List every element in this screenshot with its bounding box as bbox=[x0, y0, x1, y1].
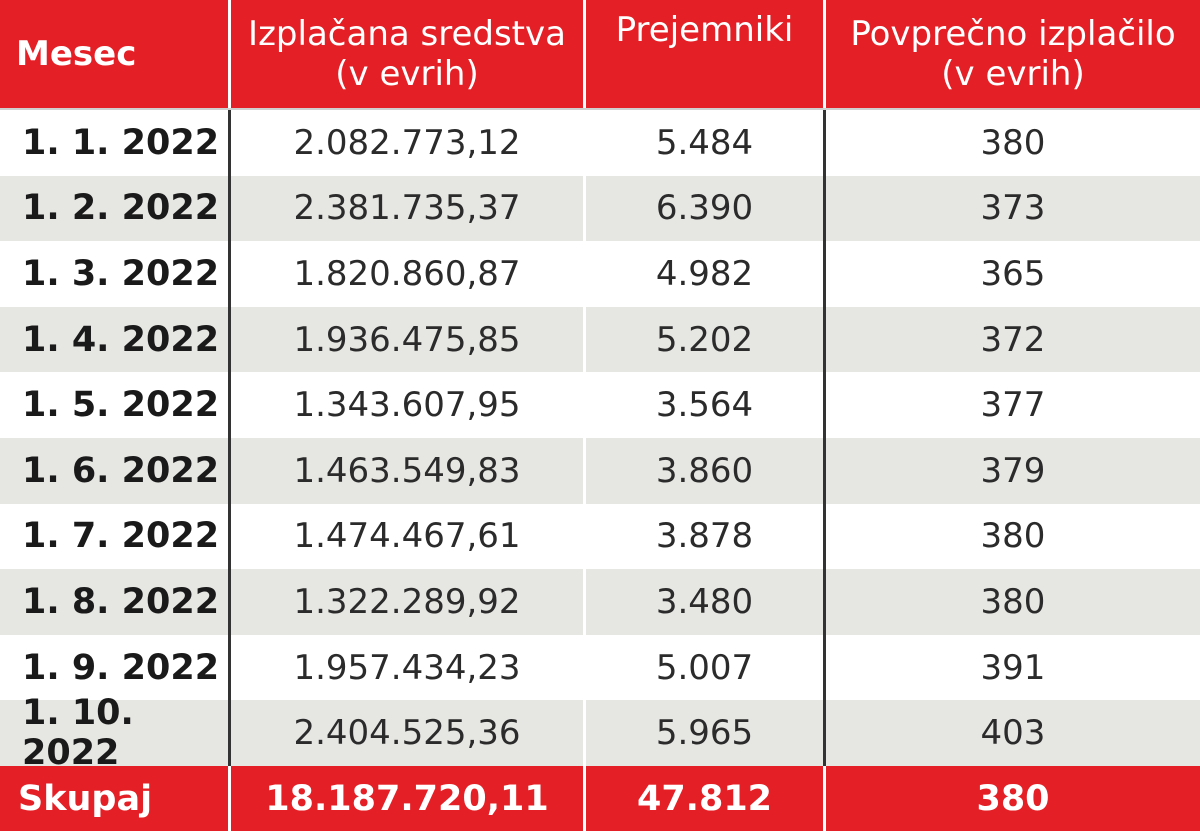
row-month: 1. 7. 2022 bbox=[22, 516, 220, 557]
row-average: 380 bbox=[823, 569, 1200, 635]
table-row: 1. 6. 2022 1.463.549,83 3.860 379 bbox=[0, 438, 1200, 504]
row-average: 377 bbox=[823, 372, 1200, 438]
table-total-row: Skupaj 18.187.720,11 47.812 380 bbox=[0, 766, 1200, 831]
table-row: 1. 7. 2022 1.474.467,61 3.878 380 bbox=[0, 503, 1200, 570]
row-funds: 2.404.525,36 bbox=[228, 700, 583, 766]
row-recipients: 4.982 bbox=[583, 241, 823, 307]
row-month: 1. 3. 2022 bbox=[22, 253, 220, 294]
row-average: 365 bbox=[823, 241, 1200, 307]
table-row: 1. 10. 2022 2.404.525,36 5.965 403 bbox=[0, 693, 1200, 774]
row-recipients: 5.007 bbox=[583, 634, 823, 701]
row-month: 1. 1. 2022 bbox=[22, 122, 220, 163]
row-funds: 2.381.735,37 bbox=[228, 175, 583, 242]
row-month: 1. 2. 2022 bbox=[22, 188, 220, 229]
table-row: 1. 9. 2022 1.957.434,23 5.007 391 bbox=[0, 634, 1200, 701]
table-row: 1. 1. 2022 2.082.773,12 5.484 380 bbox=[0, 110, 1200, 176]
row-recipients: 3.564 bbox=[583, 372, 823, 438]
header-divider bbox=[0, 108, 1200, 110]
row-average: 403 bbox=[823, 700, 1200, 766]
row-funds: 1.463.549,83 bbox=[228, 438, 583, 504]
table-header: Mesec Izplačana sredstva (v evrih) Preje… bbox=[0, 0, 1200, 108]
row-recipients: 3.860 bbox=[583, 438, 823, 504]
row-funds: 1.343.607,95 bbox=[228, 372, 583, 438]
row-recipients: 3.878 bbox=[583, 503, 823, 570]
row-month: 1. 4. 2022 bbox=[22, 319, 220, 360]
table-row: 1. 8. 2022 1.322.289,92 3.480 380 bbox=[0, 569, 1200, 635]
header-average-line2: (v evrih) bbox=[941, 54, 1085, 94]
row-month: 1. 8. 2022 bbox=[22, 581, 220, 622]
row-funds: 2.082.773,12 bbox=[228, 110, 583, 176]
row-funds: 1.474.467,61 bbox=[228, 503, 583, 570]
table-row: 1. 4. 2022 1.936.475,85 5.202 372 bbox=[0, 306, 1200, 373]
header-funds-line2: (v evrih) bbox=[335, 54, 479, 94]
row-recipients: 5.484 bbox=[583, 110, 823, 176]
header-funds: Izplačana sredstva (v evrih) bbox=[228, 0, 583, 108]
row-funds: 1.820.860,87 bbox=[228, 241, 583, 307]
row-month: 1. 5. 2022 bbox=[22, 385, 220, 426]
header-recipients: Prejemniki bbox=[583, 0, 823, 108]
row-average: 391 bbox=[823, 634, 1200, 701]
total-funds: 18.187.720,11 bbox=[228, 766, 583, 831]
header-funds-line1: Izplačana sredstva bbox=[248, 14, 566, 54]
row-funds: 1.957.434,23 bbox=[228, 634, 583, 701]
total-label: Skupaj bbox=[18, 778, 153, 819]
row-month: 1. 6. 2022 bbox=[22, 450, 220, 491]
table-row: 1. 5. 2022 1.343.607,95 3.564 377 bbox=[0, 372, 1200, 438]
row-recipients: 3.480 bbox=[583, 569, 823, 635]
table-row: 1. 2. 2022 2.381.735,37 6.390 373 bbox=[0, 175, 1200, 242]
row-recipients: 5.202 bbox=[583, 306, 823, 373]
row-average: 379 bbox=[823, 438, 1200, 504]
total-average: 380 bbox=[823, 766, 1200, 831]
total-recipients: 47.812 bbox=[583, 766, 823, 831]
row-month: 1. 9. 2022 bbox=[22, 647, 220, 688]
row-average: 380 bbox=[823, 110, 1200, 176]
header-month: Mesec bbox=[16, 34, 137, 74]
row-average: 372 bbox=[823, 306, 1200, 373]
row-recipients: 5.965 bbox=[583, 700, 823, 766]
row-funds: 1.936.475,85 bbox=[228, 306, 583, 373]
row-month: 1. 10. 2022 bbox=[22, 693, 134, 774]
table-row: 1. 3. 2022 1.820.860,87 4.982 365 bbox=[0, 241, 1200, 307]
row-average: 380 bbox=[823, 503, 1200, 570]
row-recipients: 6.390 bbox=[583, 175, 823, 242]
header-average-line1: Povprečno izplačilo bbox=[850, 14, 1176, 54]
header-average: Povprečno izplačilo (v evrih) bbox=[823, 0, 1200, 108]
row-average: 373 bbox=[823, 175, 1200, 242]
row-funds: 1.322.289,92 bbox=[228, 569, 583, 635]
